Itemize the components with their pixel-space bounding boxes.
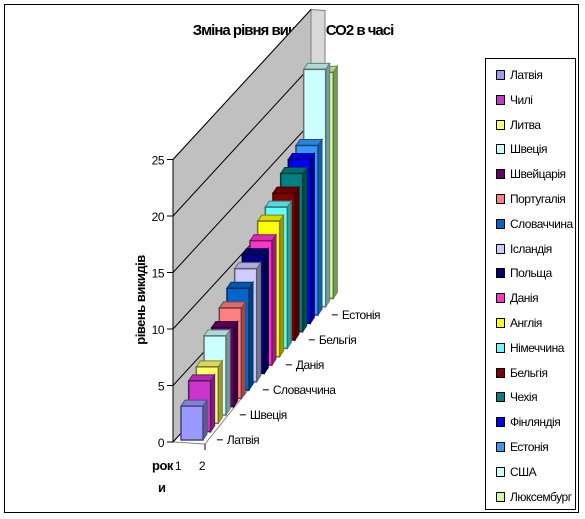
- depth-tick-label: Латвія: [227, 433, 259, 447]
- legend-label: Португалія: [510, 192, 566, 206]
- legend-item: Люксембург: [496, 489, 572, 505]
- legend-swatch: [496, 144, 505, 155]
- axis-labels: 0 5 10 15 20 25 1 2 Латвія Швеція Словаччина Данія Б…: [152, 154, 381, 474]
- bar-top: [180, 399, 208, 407]
- legend-label: Данія: [510, 291, 539, 306]
- depth-tick-label: Данія: [296, 358, 324, 372]
- legend-item: Швеція: [496, 141, 547, 157]
- x-axis-title-part1: рок: [152, 458, 174, 473]
- bar-top: [241, 248, 270, 256]
- depth-tick-label: Словаччина: [273, 383, 336, 397]
- gridline: [172, 65, 312, 217]
- legend-swatch: [496, 94, 505, 105]
- legend-label: Швейцарія: [510, 167, 566, 182]
- legend-swatch: [496, 70, 505, 80]
- y-tick-label: 10: [152, 323, 165, 337]
- legend-item: Данія: [496, 290, 539, 306]
- legend-swatch: [496, 342, 505, 353]
- bar-top: [287, 152, 316, 160]
- legend-label: Словаччина: [510, 216, 573, 231]
- legend-label: Польща: [510, 266, 552, 281]
- legend-item: Португалія: [496, 191, 566, 207]
- depth-tick-label: Бельгія: [319, 333, 356, 347]
- y-tick-label: 20: [152, 210, 165, 224]
- depth-tick-label: Естонія: [342, 308, 380, 322]
- bar-top: [218, 301, 247, 309]
- legend-label: Чилі: [510, 92, 533, 107]
- legend-label: США: [510, 464, 537, 479]
- legend-item: Чехія: [496, 389, 538, 405]
- y-tick-label: 0: [158, 436, 165, 450]
- y-tick-label: 5: [158, 380, 165, 394]
- y-tick-label: 15: [152, 267, 165, 281]
- bars: [180, 61, 339, 442]
- legend-swatch: [496, 491, 505, 502]
- bar-top: [249, 234, 277, 242]
- legend-label: Швеція: [510, 142, 547, 157]
- legend-item: Естонія: [496, 439, 549, 455]
- legend-label: Бельгія: [510, 365, 548, 380]
- legend-swatch: [496, 268, 505, 279]
- bar-top: [279, 166, 308, 174]
- gridline: [172, 122, 312, 273]
- legend-item: США: [496, 464, 537, 480]
- legend-item: Німеччина: [496, 340, 564, 356]
- bar-top: [233, 262, 262, 270]
- legend-swatch: [496, 417, 505, 428]
- legend-label: Чехія: [510, 390, 538, 405]
- bar-top: [302, 62, 331, 70]
- legend-swatch: [496, 169, 505, 180]
- legend-item: Латвія: [496, 67, 543, 83]
- bar: [180, 398, 208, 442]
- legend-swatch: [496, 367, 505, 378]
- bar-top: [256, 214, 285, 222]
- x-axis-title-part2: и: [158, 480, 166, 495]
- bar-top: [295, 139, 323, 146]
- legend-label: Литва: [510, 117, 541, 132]
- legend-label: Естонія: [510, 440, 549, 454]
- legend-label: Англія: [510, 316, 542, 330]
- legend-swatch: [496, 119, 505, 130]
- bar-top: [264, 200, 293, 208]
- legend-swatch: [496, 442, 505, 452]
- legend-item: Чилі: [496, 92, 533, 108]
- legend-label: Люксембург: [510, 489, 572, 504]
- y-axis-title: рівень викидів: [133, 255, 148, 345]
- legend-item: Словаччина: [496, 216, 573, 232]
- legend-swatch: [496, 466, 505, 477]
- legend-swatch: [496, 318, 505, 328]
- x-tick-label: 1: [175, 459, 182, 473]
- legend-label: Фінляндія: [510, 415, 561, 430]
- x-tick-label: 2: [199, 459, 206, 473]
- bar-top: [203, 329, 231, 337]
- legend-item: Ісландія: [496, 241, 552, 257]
- legend-swatch: [496, 194, 505, 204]
- legend-label: Латвія: [510, 68, 543, 82]
- depth-tick-label: Швеція: [250, 408, 287, 422]
- legend-label: Німеччина: [510, 340, 564, 355]
- legend-label: Ісландія: [510, 241, 552, 256]
- bar-top: [187, 374, 216, 382]
- legend-item: Литва: [496, 117, 541, 133]
- bar-top: [272, 186, 300, 194]
- legend-item: Англія: [496, 315, 542, 331]
- legend-swatch: [496, 293, 505, 304]
- y-tick-label: 25: [152, 154, 165, 168]
- legend-item: Фінляндія: [496, 414, 561, 430]
- legend-swatch: [496, 243, 505, 254]
- legend-item: Бельгія: [496, 365, 548, 381]
- legend-swatch: [496, 218, 505, 229]
- legend-swatch: [496, 392, 505, 403]
- bar-top: [226, 281, 254, 289]
- bar-top: [195, 360, 224, 368]
- legend-item: Швейцарія: [496, 166, 566, 182]
- bar-top: [210, 321, 239, 329]
- bar-front: [180, 405, 204, 441]
- legend-item: Польща: [496, 265, 552, 281]
- gridline: [172, 9, 312, 160]
- legend: Латвія Чилі Литва Швеція Швейцарія Португалія…: [485, 58, 576, 510]
